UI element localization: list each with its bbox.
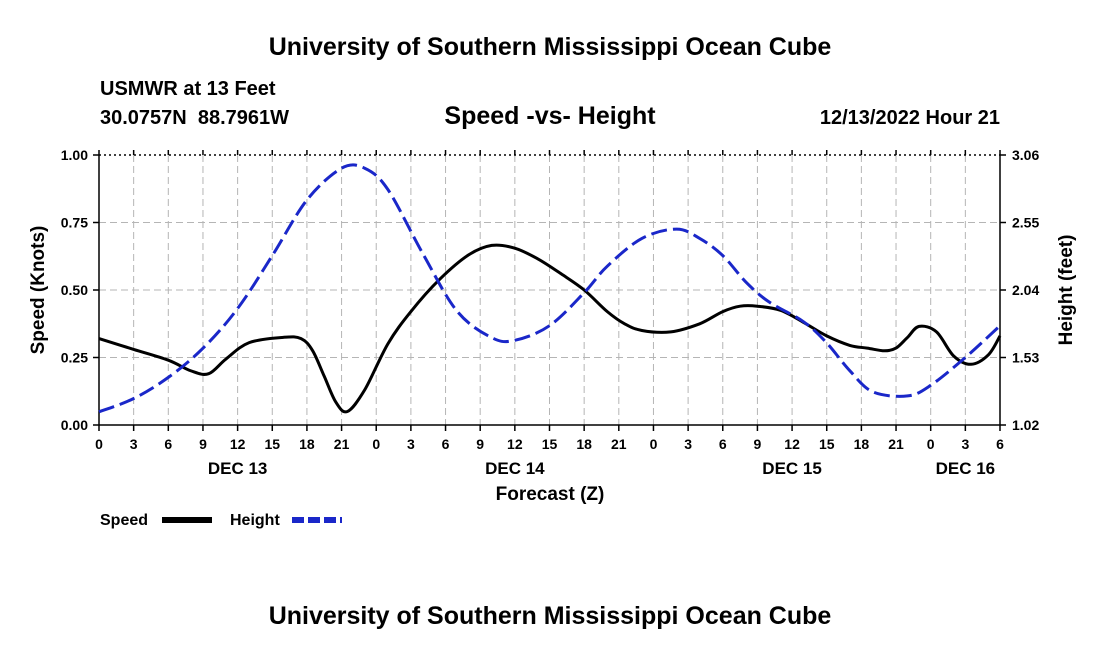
x-tick-label: 12 <box>784 436 800 452</box>
y2-tick-label: 2.55 <box>1012 215 1039 231</box>
location-label: 30.0757N 88.7961W <box>100 107 289 129</box>
x-tick-label: 6 <box>996 436 1004 452</box>
day-label: DEC 14 <box>485 459 545 478</box>
x-axis-label: Forecast (Z) <box>496 484 605 505</box>
x-tick-label: 6 <box>719 436 727 452</box>
x-tick-label: 3 <box>130 436 138 452</box>
x-tick-label: 0 <box>650 436 658 452</box>
x-tick-label: 21 <box>888 436 904 452</box>
y-tick-label: 0.75 <box>61 215 88 231</box>
x-tick-label: 12 <box>507 436 523 452</box>
x-tick-label: 12 <box>230 436 246 452</box>
y-tick-label: 0.25 <box>61 350 88 366</box>
x-tick-label: 18 <box>854 436 870 452</box>
x-tick-label: 21 <box>611 436 627 452</box>
y-tick-label: 0.00 <box>61 417 88 433</box>
x-tick-label: 0 <box>95 436 103 452</box>
page-title: University of Southern Mississippi Ocean… <box>269 33 832 61</box>
x-tick-label: 9 <box>199 436 207 452</box>
legend: Speed Height <box>100 512 342 529</box>
x-tick-label: 3 <box>407 436 415 452</box>
x-tick-label: 0 <box>927 436 935 452</box>
x-tick-label: 15 <box>264 436 280 452</box>
x-tick-labels: 0 3 6 9 12 15 18 21 0 3 6 9 12 15 18 21 0 3 6 9 12 15 18 21 0 3 6 <box>95 436 1004 452</box>
y2-axis-label: Height (feet) <box>1056 235 1077 346</box>
x-tick-label: 3 <box>684 436 692 452</box>
x-tick-label: 6 <box>164 436 172 452</box>
day-label: DEC 15 <box>762 459 822 478</box>
day-labels: DEC 13 DEC 14 DEC 15 DEC 16 <box>208 459 995 478</box>
station-label: USMWR at 13 Feet <box>100 78 276 100</box>
y2-tick-label: 3.06 <box>1012 147 1039 163</box>
x-tick-label: 6 <box>442 436 450 452</box>
legend-label-height: Height <box>230 512 280 529</box>
series-line-height <box>98 163 1002 414</box>
series-lines <box>98 163 1002 414</box>
legend-label-speed: Speed <box>100 512 148 529</box>
day-label: DEC 16 <box>936 459 996 478</box>
y-tick-labels: 0.00 0.25 0.50 0.75 1.00 <box>61 147 88 433</box>
x-tick-label: 3 <box>961 436 969 452</box>
x-tick-label: 21 <box>334 436 350 452</box>
y2-tick-label: 1.02 <box>1012 417 1039 433</box>
x-tick-label: 18 <box>576 436 592 452</box>
x-tick-label: 9 <box>754 436 762 452</box>
y-axis-label: Speed (Knots) <box>28 226 49 355</box>
grid-lines <box>99 155 1000 425</box>
x-tick-label: 15 <box>819 436 835 452</box>
x-tick-label: 9 <box>476 436 484 452</box>
footer-title: University of Southern Mississippi Ocean… <box>269 602 832 630</box>
date-label: 12/13/2022 Hour 21 <box>820 107 1000 129</box>
x-tick-label: 18 <box>299 436 315 452</box>
day-label: DEC 13 <box>208 459 268 478</box>
x-tick-label: 15 <box>542 436 558 452</box>
y2-tick-label: 2.04 <box>1012 282 1039 298</box>
tick-marks <box>93 150 1006 431</box>
y2-tick-label: 1.53 <box>1012 350 1039 366</box>
series-line-speed <box>98 243 1002 414</box>
x-tick-label: 0 <box>372 436 380 452</box>
y-tick-label: 0.50 <box>61 282 88 298</box>
chart-title: Speed -vs- Height <box>444 102 656 130</box>
y2-tick-labels: 1.02 1.53 2.04 2.55 3.06 <box>1012 147 1039 433</box>
y-tick-label: 1.00 <box>61 147 88 163</box>
